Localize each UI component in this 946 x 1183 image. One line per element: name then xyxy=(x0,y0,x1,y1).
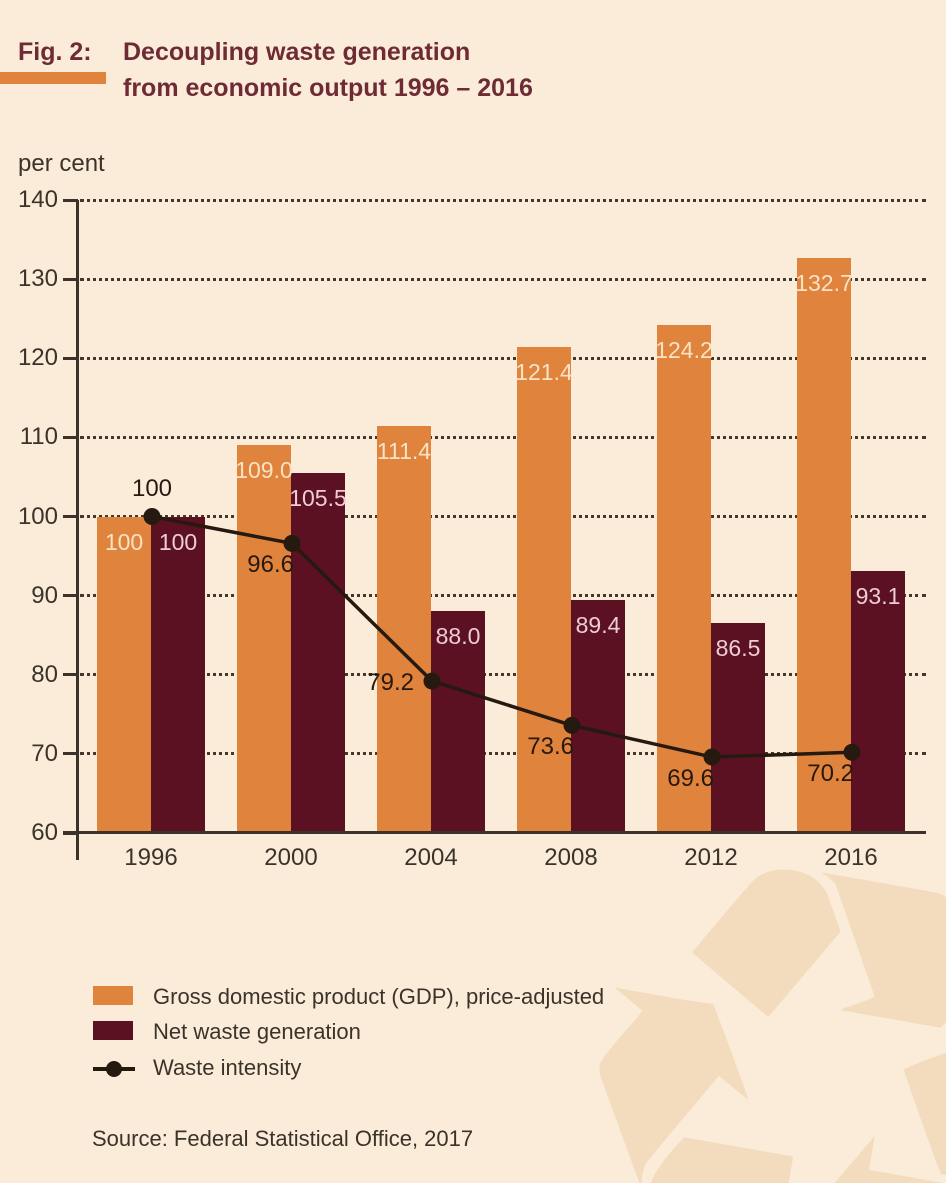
waste-bar-value: 89.4 xyxy=(575,612,621,639)
figure-label: Fig. 2: xyxy=(18,38,92,66)
y-axis-tick xyxy=(63,752,78,756)
waste-legend-label: Net waste generation xyxy=(153,1019,361,1044)
gdp-bar-value: 132.7 xyxy=(795,269,853,296)
source-note: Source: Federal Statistical Office, 2017 xyxy=(92,1126,474,1151)
waste-bar-value: 86.5 xyxy=(715,635,761,662)
y-axis-unit-label: per cent xyxy=(18,150,105,177)
gdp-bar-value: 121.4 xyxy=(515,359,573,386)
gdp-bar-value: 124.2 xyxy=(655,337,713,364)
gridline xyxy=(80,435,926,439)
gdp-legend-label: Gross domestic product (GDP), price-adju… xyxy=(153,984,605,1009)
y-axis-tick xyxy=(63,198,78,202)
y-axis-tick xyxy=(63,435,78,439)
y-axis-tick xyxy=(63,356,78,360)
y-axis-line xyxy=(76,200,79,860)
line-point-value: 96.6 xyxy=(247,551,294,579)
x-axis-tick-label: 2004 xyxy=(404,844,458,871)
line-point-value: 69.6 xyxy=(667,765,714,793)
waste-bar xyxy=(851,571,905,833)
waste-intensity-legend-dot xyxy=(106,1061,122,1077)
y-axis-tick-label: 110 xyxy=(19,423,58,451)
y-axis-tick-label: 100 xyxy=(17,502,58,530)
gdp-bar-value: 100 xyxy=(104,528,144,555)
y-axis-tick-label: 90 xyxy=(31,581,58,609)
gdp-bar-value: 109.0 xyxy=(235,457,293,484)
x-axis-tick-label: 2016 xyxy=(824,844,878,871)
waste-bar-value: 105.5 xyxy=(289,484,347,511)
gdp-bar xyxy=(657,325,711,833)
waste-bar-value: 93.1 xyxy=(855,583,901,610)
waste-bar-value: 88.0 xyxy=(435,623,481,650)
x-axis-tick-label: 1996 xyxy=(124,844,178,871)
line-point-value: 100 xyxy=(131,474,173,502)
figure-title-line2: from economic output 1996 – 2016 xyxy=(123,74,533,102)
y-axis-tick-label: 140 xyxy=(17,186,58,213)
y-axis-tick-label: 120 xyxy=(17,344,58,372)
gdp-bar-value: 111.4 xyxy=(376,438,432,465)
x-axis-tick-label: 2012 xyxy=(684,844,738,871)
y-axis-tick xyxy=(63,594,78,598)
y-axis-tick xyxy=(63,673,78,677)
gridline xyxy=(80,198,926,202)
gdp-bar xyxy=(97,516,151,833)
gridline xyxy=(80,356,926,360)
waste-legend-swatch xyxy=(93,1021,133,1040)
y-axis-tick xyxy=(63,515,78,518)
x-axis-line xyxy=(63,831,926,834)
y-axis-tick-label: 130 xyxy=(17,265,58,293)
y-axis-tick-label: 70 xyxy=(31,739,58,767)
waste-intensity-legend-label: Waste intensity xyxy=(153,1055,302,1080)
figure-title-line1: Decoupling waste generation xyxy=(123,38,471,66)
y-axis-tick xyxy=(63,277,78,281)
gdp-legend-swatch xyxy=(93,986,133,1005)
line-point-value: 73.6 xyxy=(527,733,574,761)
gdp-bar xyxy=(797,257,851,833)
figure-accent-bar xyxy=(0,72,106,84)
x-axis-tick-label: 2000 xyxy=(264,844,318,871)
line-point-value: 79.2 xyxy=(367,669,414,697)
y-axis-tick-label: 80 xyxy=(31,660,58,688)
line-point-value: 70.2 xyxy=(807,760,854,788)
y-axis-tick-label: 60 xyxy=(31,819,58,846)
waste-bar xyxy=(291,472,345,833)
x-axis-tick-label: 2008 xyxy=(544,844,598,871)
gridline xyxy=(80,277,926,281)
